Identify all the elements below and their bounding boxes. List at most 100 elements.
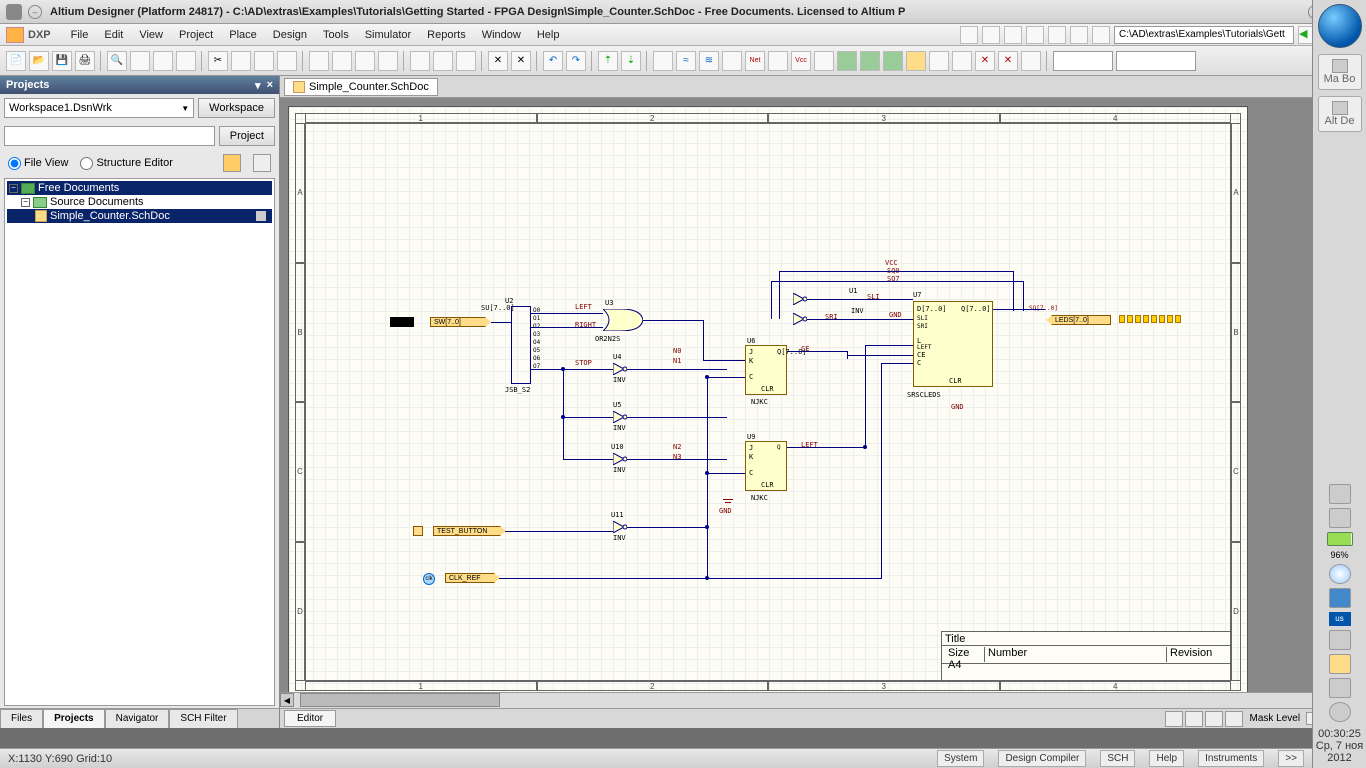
tray-drive-icon[interactable] bbox=[1329, 484, 1351, 504]
stamp-icon[interactable] bbox=[277, 51, 297, 71]
tree-src[interactable]: − Source Documents bbox=[7, 195, 272, 209]
scroll-left-icon[interactable]: ◀ bbox=[280, 693, 294, 707]
status-instruments[interactable]: Instruments bbox=[1198, 750, 1264, 767]
tab-schfilter[interactable]: SCH Filter bbox=[169, 709, 237, 728]
wire-icon[interactable]: ≈ bbox=[676, 51, 696, 71]
noc-icon[interactable]: ✕ bbox=[975, 51, 995, 71]
tray-info-icon[interactable] bbox=[1329, 702, 1351, 722]
place1-icon[interactable] bbox=[653, 51, 673, 71]
taskbar-app[interactable]: Alt De bbox=[1318, 96, 1362, 132]
style-combo[interactable] bbox=[1053, 51, 1113, 71]
eye-icon[interactable] bbox=[1205, 711, 1223, 727]
print-icon[interactable]: 🖨 bbox=[75, 51, 95, 71]
status-more[interactable]: >> bbox=[1278, 750, 1304, 767]
horizontal-scrollbar[interactable]: ◀ ▶ bbox=[280, 692, 1332, 708]
mask-icon[interactable] bbox=[1225, 711, 1243, 727]
save-icon[interactable]: 💾 bbox=[52, 51, 72, 71]
editor-tab[interactable]: Editor bbox=[284, 710, 336, 727]
new-icon[interactable]: 📄 bbox=[6, 51, 26, 71]
split-h-icon[interactable] bbox=[1165, 711, 1183, 727]
dxp-label[interactable]: DXP bbox=[28, 29, 51, 41]
tool-a-icon[interactable] bbox=[1004, 26, 1022, 44]
menu-tools[interactable]: Tools bbox=[315, 26, 357, 44]
tree-doc[interactable]: Simple_Counter.SchDoc bbox=[7, 209, 272, 223]
redo-icon[interactable]: ↷ bbox=[566, 51, 586, 71]
taskbar-app[interactable]: Ma Bo bbox=[1318, 54, 1362, 90]
tray-note-icon[interactable] bbox=[1329, 654, 1351, 674]
hier-dn-icon[interactable]: ⇣ bbox=[621, 51, 641, 71]
doc-tab[interactable]: Simple_Counter.SchDoc bbox=[284, 78, 438, 96]
cut-icon[interactable]: ✂ bbox=[208, 51, 228, 71]
menu-place[interactable]: Place bbox=[221, 26, 265, 44]
vcc-icon[interactable]: Vcc bbox=[791, 51, 811, 71]
collapse-icon[interactable]: − bbox=[9, 184, 18, 193]
netlabel-icon[interactable]: Net bbox=[745, 51, 765, 71]
panel-close-icon[interactable]: × bbox=[267, 79, 273, 92]
status-system[interactable]: System bbox=[937, 750, 984, 767]
tree-root[interactable]: − Free Documents bbox=[7, 181, 272, 195]
split-v-icon[interactable] bbox=[1185, 711, 1203, 727]
tab-files[interactable]: Files bbox=[0, 709, 43, 728]
tool-align-icon[interactable] bbox=[960, 26, 978, 44]
tray-disc-icon[interactable] bbox=[1329, 564, 1351, 584]
menu-file[interactable]: File bbox=[63, 26, 97, 44]
menu-design[interactable]: Design bbox=[265, 26, 315, 44]
copy-icon[interactable] bbox=[231, 51, 251, 71]
tab-navigator[interactable]: Navigator bbox=[105, 709, 170, 728]
menu-view[interactable]: View bbox=[131, 26, 171, 44]
globe-icon[interactable] bbox=[1318, 4, 1362, 48]
deselect-icon[interactable] bbox=[355, 51, 375, 71]
bus-icon[interactable]: ≋ bbox=[699, 51, 719, 71]
workspace-combo[interactable]: Workspace1.DsnWrk ▼ bbox=[4, 98, 194, 118]
dxp-icon[interactable] bbox=[6, 27, 24, 43]
tool-b-icon[interactable] bbox=[1026, 26, 1044, 44]
workspace-button[interactable]: Workspace bbox=[198, 98, 275, 118]
lang-indicator[interactable]: us bbox=[1329, 612, 1351, 626]
hier-up-icon[interactable]: ⇡ bbox=[598, 51, 618, 71]
preview-icon[interactable]: 🔍 bbox=[107, 51, 127, 71]
schematic-canvas[interactable]: 1 2 3 4 1 2 3 4 A B C D A bbox=[280, 98, 1348, 708]
undo-icon[interactable]: ↶ bbox=[543, 51, 563, 71]
tool-d-icon[interactable] bbox=[1070, 26, 1088, 44]
busent-icon[interactable] bbox=[722, 51, 742, 71]
collapse-icon[interactable]: − bbox=[21, 198, 30, 207]
device-icon[interactable] bbox=[883, 51, 903, 71]
scroll-thumb[interactable] bbox=[300, 693, 500, 707]
menu-edit[interactable]: Edit bbox=[96, 26, 131, 44]
tb2-icon[interactable] bbox=[433, 51, 453, 71]
status-compiler[interactable]: Design Compiler bbox=[998, 750, 1086, 767]
fileview-radio[interactable]: File View bbox=[8, 157, 68, 170]
tray-sound-icon[interactable] bbox=[1329, 678, 1351, 698]
structview-radio[interactable]: Structure Editor bbox=[80, 157, 172, 170]
tray-signal-icon[interactable] bbox=[1329, 630, 1351, 650]
zoom-area-icon[interactable] bbox=[153, 51, 173, 71]
paste-icon[interactable] bbox=[254, 51, 274, 71]
zoom-fit-icon[interactable] bbox=[130, 51, 150, 71]
options-icon[interactable] bbox=[253, 154, 271, 172]
noc2-icon[interactable]: ✕ bbox=[998, 51, 1018, 71]
part-icon[interactable] bbox=[814, 51, 834, 71]
move-icon[interactable] bbox=[332, 51, 352, 71]
port-icon[interactable] bbox=[906, 51, 926, 71]
tray-drive2-icon[interactable] bbox=[1329, 508, 1351, 528]
project-combo[interactable] bbox=[4, 126, 215, 146]
gnd-icon[interactable] bbox=[768, 51, 788, 71]
menu-help[interactable]: Help bbox=[529, 26, 568, 44]
select-icon[interactable] bbox=[309, 51, 329, 71]
harness-icon[interactable] bbox=[929, 51, 949, 71]
clock[interactable]: 00:30:25 Ср, 7 ноя 2012 bbox=[1316, 728, 1364, 764]
panel-menu-icon[interactable]: ▾ bbox=[255, 79, 261, 92]
tb3-icon[interactable] bbox=[456, 51, 476, 71]
battery-icon[interactable] bbox=[1327, 532, 1353, 546]
tb1-icon[interactable] bbox=[410, 51, 430, 71]
menu-window[interactable]: Window bbox=[474, 26, 529, 44]
tool-e-icon[interactable] bbox=[1092, 26, 1110, 44]
zoom-sel-icon[interactable] bbox=[176, 51, 196, 71]
menu-simulator[interactable]: Simulator bbox=[357, 26, 419, 44]
sheetent-icon[interactable] bbox=[860, 51, 880, 71]
cross-icon[interactable]: ✕ bbox=[488, 51, 508, 71]
project-button[interactable]: Project bbox=[219, 126, 275, 146]
style2-combo[interactable] bbox=[1116, 51, 1196, 71]
clear-icon[interactable] bbox=[378, 51, 398, 71]
project-tree[interactable]: − Free Documents − Source Documents Simp… bbox=[4, 178, 275, 706]
